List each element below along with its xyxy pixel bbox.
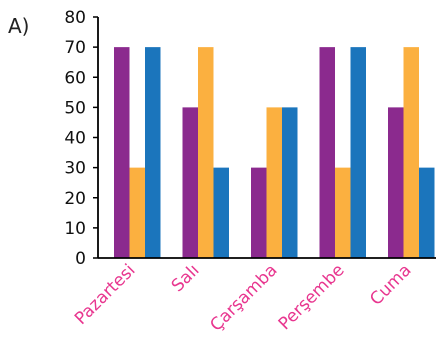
bar-3-0 — [145, 47, 161, 258]
bar-2-1 — [198, 47, 214, 258]
bar-2-3 — [335, 167, 351, 258]
bar-3-4 — [419, 167, 435, 258]
bar-1-2 — [251, 167, 267, 258]
y-tick-label: 20 — [64, 189, 86, 209]
bar-2-4 — [403, 47, 419, 258]
y-tick-label: 60 — [64, 68, 86, 88]
x-tick-label: Pazartesi — [71, 260, 140, 329]
y-tick-label: 70 — [64, 38, 86, 58]
bar-3-3 — [350, 47, 366, 258]
y-tick-label: 50 — [64, 98, 86, 118]
bar-1-0 — [114, 47, 130, 258]
bar-1-4 — [388, 107, 404, 258]
y-tick-label: 0 — [75, 249, 86, 269]
bars — [114, 47, 435, 258]
y-tick-label: 30 — [64, 159, 86, 179]
bar-1-3 — [319, 47, 335, 258]
bar-2-2 — [266, 107, 282, 258]
bar-1-1 — [182, 107, 198, 258]
x-tick-label: Çarşamba — [206, 260, 281, 335]
bar-2-0 — [129, 167, 145, 258]
bar-3-2 — [282, 107, 298, 258]
y-axis-ticks: 0 10 20 30 40 50 60 70 80 — [64, 8, 98, 269]
x-tick-label: Perşembe — [275, 260, 349, 334]
y-tick-label: 80 — [64, 8, 86, 28]
option-label: A) — [8, 14, 29, 38]
y-tick-label: 40 — [64, 129, 86, 149]
y-tick-label: 10 — [64, 219, 86, 239]
x-tick-label: Cuma — [366, 260, 415, 309]
bar-3-1 — [213, 167, 229, 258]
x-tick-label: Salı — [168, 260, 204, 296]
